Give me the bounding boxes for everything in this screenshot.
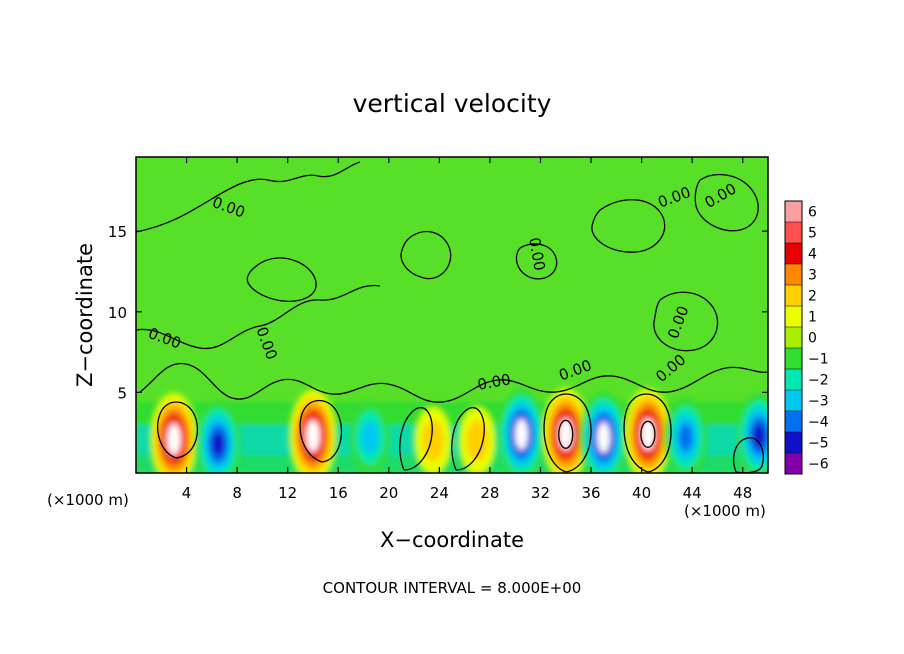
- colorbar-label-12: −6: [808, 457, 829, 473]
- colorbar-label-11: −5: [808, 436, 829, 452]
- x-tick-label-44: 44: [683, 484, 702, 502]
- colorbar-label-2: 4: [808, 247, 817, 263]
- colorbar: 6 5 4 3 2 1 0 −1 −2 −3 −4 −5 −6: [784, 200, 829, 475]
- colorbar-swatch-7: [785, 348, 802, 370]
- y-tick-label-10: 10: [108, 304, 127, 322]
- colorbar-swatch-12: [785, 453, 802, 475]
- contour-label-5: 0.00: [525, 236, 549, 272]
- contour-interval-note: CONTOUR INTERVAL = 8.000E+00: [323, 579, 582, 597]
- x-tick-label-36: 36: [581, 484, 600, 502]
- contour-line-3: [331, 379, 557, 403]
- cell-4: [414, 406, 452, 473]
- x-unit-left: (×1000 m): [47, 491, 129, 509]
- colorbar-swatch-6: [785, 327, 802, 349]
- contour-label-3: 0.00: [476, 370, 512, 394]
- cell-9: [624, 388, 672, 473]
- colorbar-swatch-10: [785, 411, 802, 433]
- plot-frame: [135, 156, 769, 474]
- cell-1: [196, 400, 241, 473]
- contour-line-13: [543, 393, 592, 473]
- colorbar-label-6: 0: [808, 331, 817, 347]
- colorbar-label-1: 5: [808, 226, 817, 242]
- contour-lines: [136, 161, 768, 473]
- x-tick-label-4: 4: [182, 484, 192, 502]
- colorbar-swatch-5: [785, 306, 802, 328]
- colorbar-swatch-2: [785, 243, 802, 265]
- contour-line-12: [299, 399, 343, 463]
- contour-line-10: [694, 173, 759, 232]
- x-tick-label-48: 48: [733, 484, 752, 502]
- x-tick-label-8: 8: [232, 484, 242, 502]
- colorbar-label-9: −3: [808, 394, 829, 410]
- contour-line-15: [399, 406, 433, 471]
- colorbar-label-8: −2: [808, 373, 829, 389]
- cell-5: [458, 406, 496, 473]
- contour-line-14: [623, 393, 672, 473]
- plot-area: 0.000.000.000.00 0.000.000.000.000.00 0.00: [135, 156, 769, 474]
- x-tick-label-20: 20: [379, 484, 398, 502]
- colorbar-swatch-0: [785, 201, 802, 223]
- y-tick-label-5: 5: [117, 384, 127, 402]
- colorbar-label-0: 6: [808, 205, 817, 221]
- contour-line-9: [653, 291, 719, 352]
- contour-line-17: [733, 437, 764, 473]
- y-axis-label: Z−coordinate: [73, 243, 97, 387]
- y-axis: 5 10 15: [108, 223, 768, 402]
- contour-line-11: [157, 401, 198, 459]
- contour-ring-34: [558, 419, 574, 449]
- velocity-field: [136, 388, 768, 473]
- cell-2: [289, 389, 337, 473]
- x-unit-right: (×1000 m): [684, 502, 766, 520]
- contour-line-5: [246, 257, 317, 302]
- contour-line-8: [591, 199, 666, 253]
- colorbar-label-7: −1: [808, 352, 829, 368]
- x-tick-label-28: 28: [480, 484, 499, 502]
- x-tick-label-40: 40: [632, 484, 651, 502]
- contour-line-7: [515, 243, 558, 280]
- colorbar-swatch-11: [785, 432, 802, 454]
- cell-0: [150, 393, 198, 473]
- colorbar-swatch-1: [785, 222, 802, 244]
- contour-line-0: [136, 161, 361, 233]
- colorbar-swatch-3: [785, 264, 802, 286]
- cell-6: [498, 388, 545, 473]
- cell-11: [737, 392, 768, 473]
- cell-10: [665, 397, 707, 473]
- colorbar-swatch-4: [785, 285, 802, 307]
- contour-line-16: [451, 406, 485, 471]
- contour-ring-40: [640, 420, 656, 448]
- y-tick-label-15: 15: [108, 223, 127, 241]
- contour-line-2: [139, 362, 333, 400]
- contour-line-4: [555, 366, 768, 393]
- colorbar-label-10: −4: [808, 415, 829, 431]
- cell-3: [350, 400, 390, 473]
- contour-line-6: [400, 231, 452, 280]
- x-axis: 4 8 12 16 20 24 28 32 36 40 44 48: [182, 157, 752, 502]
- cell-8: [580, 391, 627, 473]
- colorbar-label-3: 3: [808, 268, 817, 284]
- x-tick-label-16: 16: [329, 484, 348, 502]
- x-tick-label-12: 12: [278, 484, 297, 502]
- colorbar-frame: [784, 200, 803, 475]
- colorbar-label-4: 2: [808, 289, 817, 305]
- x-tick-label-24: 24: [430, 484, 449, 502]
- chart-title: vertical velocity: [353, 89, 552, 118]
- cell-7: [542, 388, 589, 473]
- colorbar-swatch-8: [785, 369, 802, 391]
- x-axis-label: X−coordinate: [380, 528, 524, 552]
- colorbar-label-5: 1: [808, 310, 817, 326]
- colorbar-swatch-9: [785, 390, 802, 412]
- x-tick-label-32: 32: [531, 484, 550, 502]
- contour-line-1: [136, 284, 381, 350]
